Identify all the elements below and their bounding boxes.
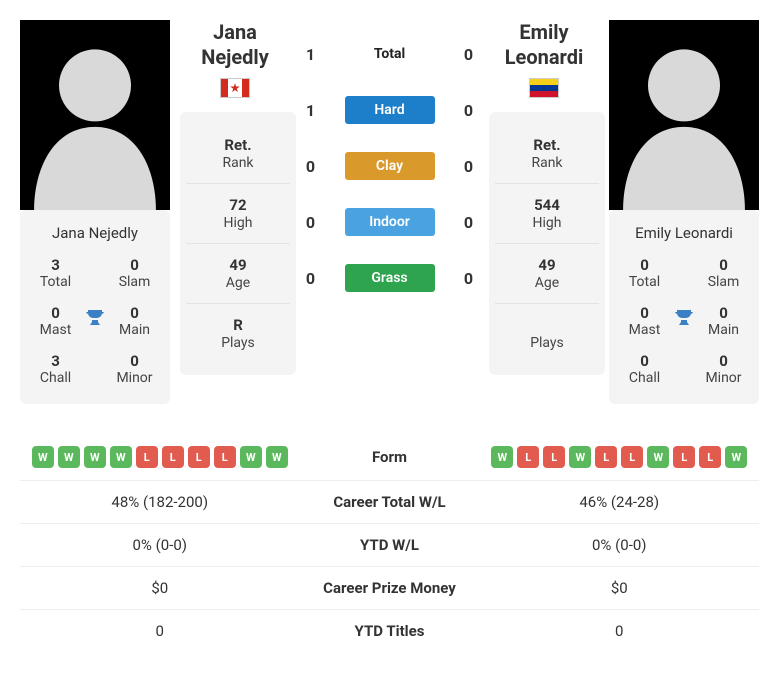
p1-minor: 0Minor: [107, 352, 162, 386]
form-box: W: [491, 446, 513, 468]
form-box: L: [543, 446, 565, 468]
form-label: Form: [300, 448, 480, 466]
form-box: L: [136, 446, 158, 468]
p1-mast: 0Mast: [28, 304, 83, 338]
trophy-icon: [83, 307, 107, 335]
h2h-indoor: 0 Indoor 0: [300, 208, 479, 236]
p1-slam: 0Slam: [107, 256, 162, 290]
p2-main: 0Main: [696, 304, 751, 338]
form-p2: WLLWLLWLLW: [480, 446, 760, 468]
form-p1: WWWWLLLLWW: [20, 446, 300, 468]
h2h-center: 1 Total 0 1 Hard 0 0 Clay 0 0 Indoor 0 0…: [300, 20, 479, 320]
top-row: Jana Nejedly 3Total 0Slam 0Mast 0Main 3C…: [20, 20, 759, 404]
form-box: L: [699, 446, 721, 468]
flag-venezuela-icon: [529, 78, 559, 98]
player2-photo: [609, 20, 759, 210]
form-box: W: [58, 446, 80, 468]
player2-block: Emily Leonardi 0Total 0Slam 0Mast 0Main …: [609, 20, 759, 404]
p2-minor: 0Minor: [696, 352, 751, 386]
form-box: W: [32, 446, 54, 468]
h2h-grass: 0 Grass 0: [300, 264, 479, 292]
form-box: L: [214, 446, 236, 468]
row-career-wl: 48% (182-200) Career Total W/L 46% (24-2…: [20, 481, 759, 524]
row-ytd-wl: 0% (0-0) YTD W/L 0% (0-0): [20, 524, 759, 567]
p2-mast: 0Mast: [617, 304, 672, 338]
h2h-total: 1 Total 0: [300, 40, 479, 68]
avatar-silhouette-icon: [25, 30, 165, 210]
form-box: W: [110, 446, 132, 468]
form-box: L: [595, 446, 617, 468]
player1-card-name: Jana Nejedly: [28, 224, 162, 242]
p1-main: 0Main: [107, 304, 162, 338]
row-ytd-titles: 0 YTD Titles 0: [20, 610, 759, 652]
form-box: L: [162, 446, 184, 468]
player2-name-col: Emily Leonardi Ret.Rank 544High 49Age Pl…: [489, 20, 599, 375]
player1-block: Jana Nejedly 3Total 0Slam 0Mast 0Main 3C…: [20, 20, 170, 404]
form-box: W: [266, 446, 288, 468]
form-box: L: [673, 446, 695, 468]
form-box: L: [621, 446, 643, 468]
h2h-hard: 1 Hard 0: [300, 96, 479, 124]
p2-total: 0Total: [617, 256, 672, 290]
p1-chall: 3Chall: [28, 352, 83, 386]
player1-rank-card: Ret.Rank 72High 49Age RPlays: [180, 112, 296, 375]
form-box: W: [725, 446, 747, 468]
player1-photo: [20, 20, 170, 210]
player2-rank-card: Ret.Rank 544High 49Age Plays: [489, 112, 605, 375]
form-box: W: [569, 446, 591, 468]
player2-card-name: Emily Leonardi: [617, 224, 751, 242]
form-box: L: [188, 446, 210, 468]
p1-total: 3Total: [28, 256, 83, 290]
trophy-icon: [672, 307, 696, 335]
p2-chall: 0Chall: [617, 352, 672, 386]
form-box: W: [647, 446, 669, 468]
form-box: W: [240, 446, 262, 468]
player1-card: Jana Nejedly 3Total 0Slam 0Mast 0Main 3C…: [20, 210, 170, 404]
form-box: W: [84, 446, 106, 468]
flag-canada-icon: [220, 78, 250, 98]
player2-card: Emily Leonardi 0Total 0Slam 0Mast 0Main …: [609, 210, 759, 404]
player1-name: Jana Nejedly: [180, 20, 290, 70]
row-form: WWWWLLLLWW Form WLLWLLWLLW: [20, 434, 759, 481]
form-box: L: [517, 446, 539, 468]
h2h-clay: 0 Clay 0: [300, 152, 479, 180]
player2-name: Emily Leonardi: [489, 20, 599, 70]
p2-slam: 0Slam: [696, 256, 751, 290]
avatar-silhouette-icon: [614, 30, 754, 210]
row-prize: $0 Career Prize Money $0: [20, 567, 759, 610]
player1-name-col: Jana Nejedly Ret.Rank 72High 49Age RPlay…: [180, 20, 290, 375]
comparison-table: WWWWLLLLWW Form WLLWLLWLLW 48% (182-200)…: [20, 434, 759, 652]
